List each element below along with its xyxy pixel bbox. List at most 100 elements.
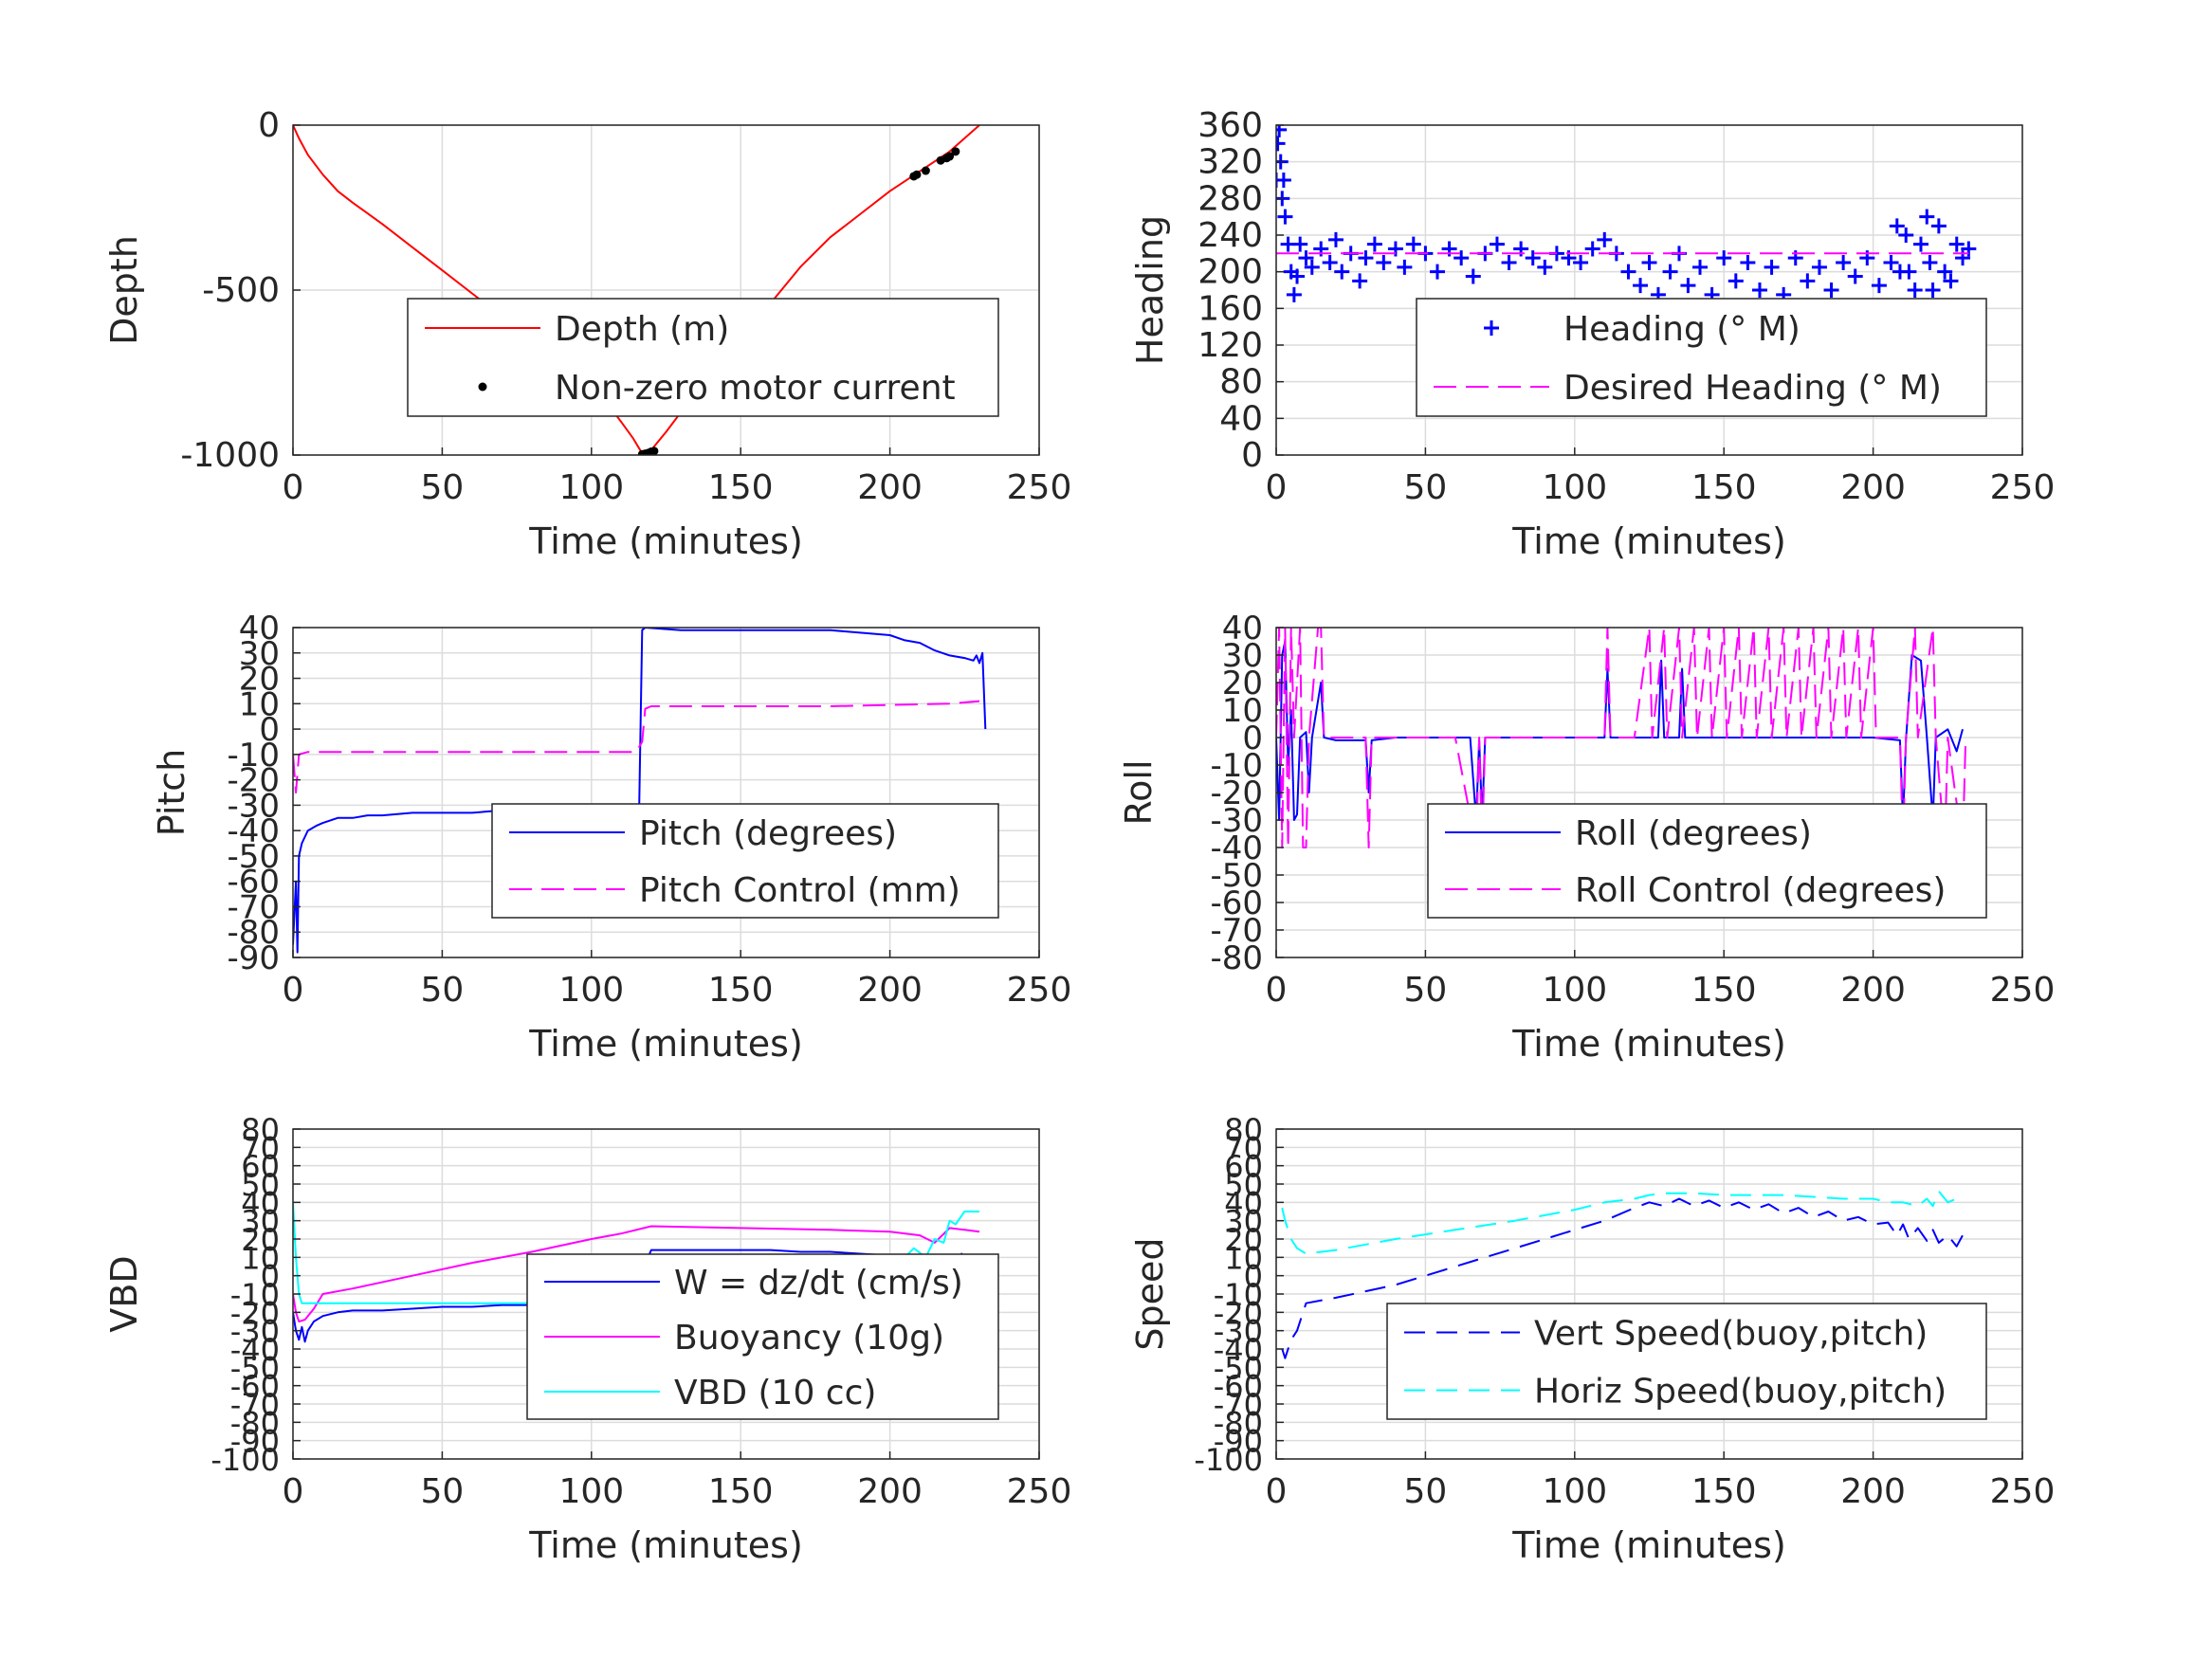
y-tick-label: -70	[227, 888, 280, 926]
y-tick-label: -100	[210, 1442, 280, 1478]
data-point	[1751, 283, 1767, 298]
data-point	[1525, 250, 1541, 266]
x-tick-label: 150	[708, 468, 774, 507]
y-tick-label: 20	[241, 1222, 280, 1258]
data-point	[1811, 259, 1827, 275]
legend-label: Roll (degrees)	[1575, 814, 1812, 853]
y-tick-label: 40	[1219, 399, 1263, 438]
series-1-1-line	[293, 125, 980, 455]
data-point	[1276, 136, 1286, 152]
data-point	[1276, 173, 1291, 188]
series-6-1-line	[1281, 1197, 1964, 1359]
x-axis-label: Time (minutes)	[1511, 1524, 1786, 1566]
y-tick-label: 50	[1224, 1167, 1263, 1203]
data-point	[1352, 273, 1368, 289]
legend: Roll (degrees) Roll Control (degrees)	[1427, 803, 1987, 919]
data-point	[1728, 273, 1744, 289]
y-tick-label: -50	[227, 838, 280, 876]
y-tick-label: -10	[1210, 747, 1263, 785]
y-tick-label: -20	[230, 1295, 280, 1331]
legend-box	[1386, 1303, 1987, 1420]
data-point	[1716, 250, 1732, 266]
legend-label: Depth (m)	[555, 310, 729, 349]
data-layer	[1276, 125, 1977, 317]
x-tick-label: 50	[420, 1472, 464, 1511]
y-tick-label: -30	[230, 1314, 280, 1350]
chart-panel-5: 0 50 100 150 200 25080706050403020100-10-20-3…	[103, 1112, 1071, 1566]
data-point	[1620, 264, 1636, 280]
data-point	[1429, 264, 1445, 280]
legend-swatch	[478, 382, 487, 392]
y-tick-label: 240	[1197, 216, 1263, 255]
x-tick-label: 50	[1403, 468, 1447, 507]
y-axis-label: Speed	[1129, 1237, 1171, 1350]
y-tick-label: -70	[1214, 1387, 1263, 1423]
legend-label: VBD (10 cc)	[674, 1374, 876, 1413]
y-tick-label: 50	[241, 1167, 280, 1203]
x-axis-label: Time (minutes)	[528, 520, 803, 562]
y-tick-label: 80	[1224, 1112, 1263, 1148]
data-point	[1298, 250, 1314, 266]
y-tick-label: -60	[1210, 884, 1263, 922]
y-axis-label: Depth	[103, 235, 145, 345]
legend-label: Non-zero motor current	[555, 369, 956, 408]
x-axis-label: Time (minutes)	[1511, 1023, 1786, 1065]
y-tick-label: -20	[1210, 775, 1263, 812]
y-tick-label: -40	[230, 1332, 280, 1368]
x-tick-label: 150	[708, 1472, 774, 1511]
y-tick-label: -70	[230, 1387, 280, 1423]
data-point	[1961, 241, 1977, 257]
x-tick-label: 0	[1266, 468, 1288, 507]
data-point	[1489, 236, 1505, 252]
chart-panel-3: 0 50 100 150 200 250403020100-10-20-30-40-50-…	[151, 610, 1071, 1065]
y-tick-label: 10	[239, 685, 280, 723]
y-tick-label: 10	[1224, 1240, 1263, 1276]
y-tick-label: -90	[1214, 1424, 1263, 1460]
legend-box	[1427, 803, 1987, 919]
data-point	[1680, 278, 1696, 294]
data-point	[1327, 231, 1344, 247]
x-tick-label: 200	[857, 468, 923, 507]
legend-label: W = dz/dt (cm/s)	[674, 1264, 963, 1303]
y-tick-label: 200	[1197, 253, 1263, 292]
y-tick-label: 0	[1242, 720, 1263, 757]
series-5-2-line	[293, 1225, 980, 1322]
y-tick-label: 70	[241, 1130, 280, 1166]
x-tick-label: 150	[1691, 468, 1757, 507]
data-point	[1889, 218, 1905, 234]
data-point	[1692, 259, 1709, 275]
x-tick-label: 100	[1542, 1472, 1607, 1511]
y-tick-label: -100	[1194, 1442, 1263, 1478]
y-tick-label: 0	[1241, 436, 1263, 475]
x-axis-label: Time (minutes)	[1511, 520, 1786, 562]
y-tick-label: -30	[227, 787, 280, 825]
data-point	[649, 447, 659, 455]
data-point	[1823, 283, 1839, 298]
legend-label: Horiz Speed(buoy,pitch)	[1534, 1373, 1947, 1412]
x-tick-label: 50	[420, 971, 464, 1010]
data-point	[1286, 286, 1302, 302]
data-point	[1376, 255, 1392, 270]
data-point	[1948, 236, 1965, 252]
x-tick-label: 0	[1266, 971, 1288, 1010]
y-tick-label: 20	[239, 661, 280, 699]
y-tick-label: 10	[1222, 692, 1263, 730]
data-point	[1292, 236, 1308, 252]
data-point	[1465, 268, 1481, 284]
y-tick-label: 0	[258, 106, 280, 145]
x-tick-label: 50	[1403, 971, 1447, 1010]
legend-swatch	[1484, 320, 1499, 336]
x-tick-label: 250	[1007, 468, 1072, 507]
y-tick-label: 160	[1197, 289, 1263, 328]
data-point	[1800, 273, 1816, 289]
series-4-2-line	[1276, 628, 1967, 848]
x-tick-label: 200	[857, 1472, 923, 1511]
y-tick-label: -500	[202, 271, 280, 310]
y-tick-label: 30	[1222, 637, 1263, 675]
axes-box	[292, 627, 1040, 958]
y-tick-label: -90	[230, 1424, 280, 1460]
legend-label: Buoyancy (10g)	[674, 1319, 944, 1358]
data-point	[1501, 255, 1517, 270]
y-tick-label: -60	[227, 864, 280, 902]
